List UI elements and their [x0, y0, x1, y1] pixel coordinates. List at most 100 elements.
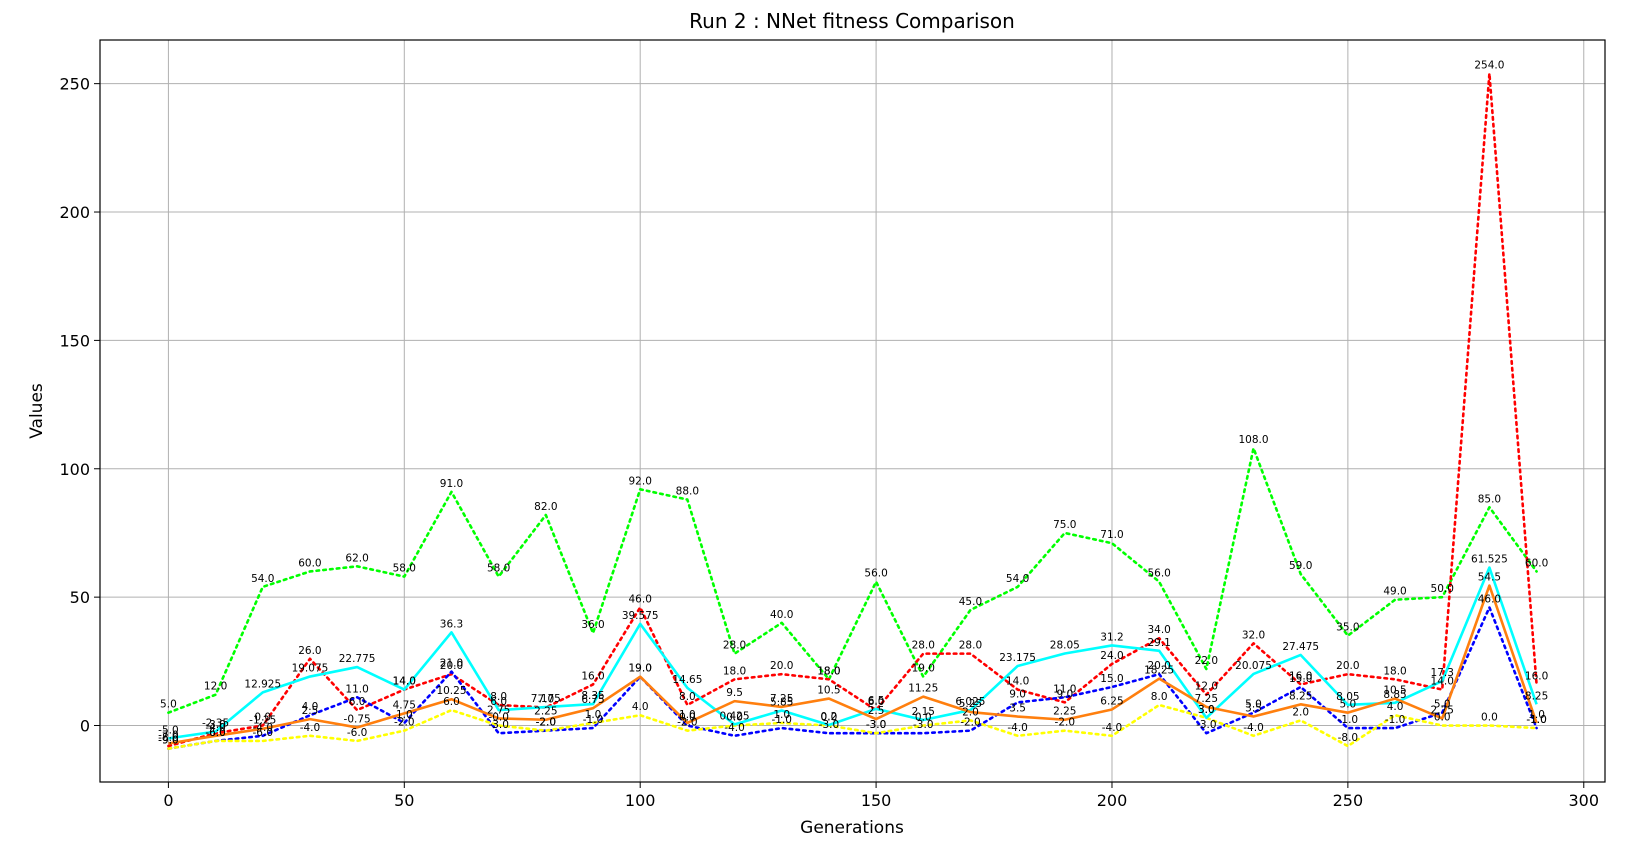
x-tick-label: 250 [1333, 791, 1364, 810]
data-label: 20.0 [440, 660, 463, 672]
data-label: -1.0 [583, 714, 604, 726]
data-label: 54.0 [1006, 573, 1029, 585]
data-label: 12.0 [1195, 681, 1218, 693]
data-label: -1.0 [1385, 714, 1406, 726]
data-label: 14.0 [393, 676, 416, 688]
data-label: -5.0 [158, 724, 179, 736]
y-tick-label: 100 [59, 460, 90, 479]
data-label: 11.0 [345, 683, 368, 695]
data-label: 24.0 [1100, 650, 1123, 662]
data-label: -1.0 [1526, 714, 1547, 726]
data-label: 6.0 [868, 696, 885, 708]
data-label: 32.0 [1242, 629, 1265, 641]
y-tick-label: 0 [80, 717, 90, 736]
data-label: 8.05 [1336, 691, 1359, 703]
data-label: 28.05 [1050, 639, 1080, 651]
data-label: 28.0 [912, 640, 935, 652]
data-label: 16.0 [1289, 670, 1312, 682]
data-label: 5.0 [1434, 699, 1451, 711]
data-label: 7.175 [531, 693, 561, 705]
series-line-3 [167, 606, 1538, 750]
data-label: 5.0 [160, 699, 177, 711]
data-label: -3.0 [866, 719, 887, 731]
data-label: 19.075 [292, 663, 329, 675]
data-label: 8.85 [1383, 689, 1406, 701]
x-tick-label: 100 [625, 791, 656, 810]
data-label: -1.0 [771, 714, 792, 726]
data-label: 2.25 [1053, 706, 1076, 718]
data-label: -2.0 [536, 717, 557, 729]
data-label: 82.0 [534, 501, 557, 513]
data-label: 1.0 [1528, 709, 1545, 721]
data-label: 54.5 [1478, 572, 1501, 584]
data-label: 2.0 [1292, 706, 1309, 718]
data-label: 10.5 [817, 685, 840, 697]
plot-frame [99, 39, 1606, 783]
data-label: -2.0 [394, 717, 415, 729]
data-label: 54.0 [251, 573, 274, 585]
data-label: 9.0 [1009, 688, 1026, 700]
data-label: 17.3 [1431, 667, 1454, 679]
data-label: -2.0 [677, 717, 698, 729]
data-label: 56.0 [1147, 568, 1170, 580]
data-label: 1.0 [585, 709, 602, 721]
data-labels: 5.0 12.0 54.0 60.0 62.0 58.0 91.0 58.0 82.0 36.0 9… [158, 59, 1548, 746]
data-label: 12.0 [204, 681, 227, 693]
data-label: 20.0 [1336, 660, 1359, 672]
data-label: 6.25 [1100, 695, 1123, 707]
data-label: 1.0 [396, 709, 413, 721]
data-label: 59.0 [1289, 560, 1312, 572]
data-label: -0.0 [488, 712, 509, 724]
data-label: 18.0 [1383, 665, 1406, 677]
data-label: 92.0 [629, 475, 652, 487]
data-label: 0.0 [726, 712, 743, 724]
data-label: -4.0 [1007, 722, 1028, 734]
data-label: 18.0 [817, 665, 840, 677]
data-label: 39.575 [622, 610, 659, 622]
data-label: 34.0 [1147, 624, 1170, 636]
data-label: 49.0 [1383, 586, 1406, 598]
data-label: 11.25 [908, 683, 938, 695]
series-line-2 [167, 72, 1538, 748]
data-label: -6.0 [347, 727, 368, 739]
data-label: 0.0 [915, 712, 932, 724]
data-label: -6.0 [205, 727, 226, 739]
y-tick-label: 200 [59, 203, 90, 222]
data-label: -8.0 [1338, 732, 1359, 744]
data-label: 8.25 [1525, 690, 1548, 702]
data-label: 28.0 [723, 640, 746, 652]
data-label: 6.0 [490, 696, 507, 708]
data-label: -3.0 [819, 719, 840, 731]
data-label: 60.0 [298, 557, 321, 569]
data-label: 26.0 [298, 645, 321, 657]
series-line-6 [168, 584, 1538, 745]
data-label: 9.5 [726, 687, 743, 699]
data-label: 8.35 [581, 690, 604, 702]
data-label: 2.0 [962, 706, 979, 718]
data-label: 0.0 [821, 712, 838, 724]
grid-lines [100, 40, 1605, 782]
x-tick-label: 200 [1097, 791, 1128, 810]
data-label: 2.75 [1431, 704, 1454, 716]
data-label: 108.0 [1238, 434, 1268, 446]
data-label: 0.0 [679, 712, 696, 724]
data-label: 50.0 [1431, 583, 1454, 595]
data-label: 21.0 [440, 658, 463, 670]
data-label: 4.0 [632, 701, 649, 713]
data-label: 6.75 [581, 694, 604, 706]
data-label: 18.0 [723, 665, 746, 677]
data-label: 5.0 [1340, 699, 1357, 711]
x-tick-label: 0 [163, 791, 173, 810]
x-tick-label: 50 [394, 791, 414, 810]
data-label: -4.0 [1102, 722, 1123, 734]
data-label: 19.0 [912, 663, 935, 675]
data-label: 6.0 [349, 696, 366, 708]
data-label: 29.1 [1147, 637, 1170, 649]
data-label: 35.0 [1336, 622, 1359, 634]
series-line-5 [168, 566, 1538, 740]
data-label: 8.25 [1289, 690, 1312, 702]
series-lines [167, 72, 1538, 750]
data-label: 6.0 [443, 696, 460, 708]
data-label: -9.0 [158, 735, 179, 747]
x-tick-label: 300 [1568, 791, 1599, 810]
